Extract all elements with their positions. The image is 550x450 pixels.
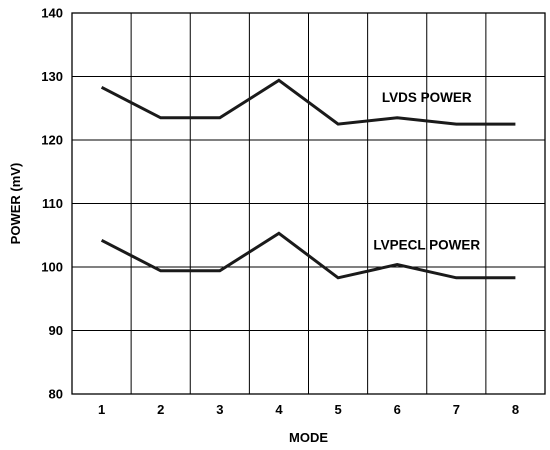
- series-line-0: [100, 78, 516, 126]
- x-axis-title: MODE: [289, 430, 328, 445]
- plot-area-frame: [71, 12, 546, 395]
- grid: [72, 13, 545, 394]
- x-tick-label: 5: [334, 402, 341, 417]
- series-line-1: [100, 231, 516, 280]
- x-tick-label: 2: [157, 402, 164, 417]
- x-tick-label: 7: [453, 402, 460, 417]
- y-tick-label: 140: [41, 6, 63, 21]
- series-lines: [100, 78, 516, 280]
- tick-labels: 80 90 100 110 120 130 140 1 2 3 4 5 6 7 8: [41, 6, 519, 418]
- x-tick-label: 4: [275, 402, 283, 417]
- x-tick-label: 1: [98, 402, 105, 417]
- y-tick-label: 80: [49, 387, 63, 402]
- y-tick-label: 120: [41, 133, 63, 148]
- y-tick-label: 100: [41, 260, 63, 275]
- series-label: LVPECL POWER: [373, 237, 480, 252]
- y-tick-label: 90: [49, 323, 63, 338]
- series-label: LVDS POWER: [382, 90, 472, 105]
- x-tick-label: 8: [512, 402, 519, 417]
- y-axis-title: POWER (mV): [8, 163, 23, 245]
- x-tick-label: 6: [394, 402, 401, 417]
- y-tick-label: 130: [41, 69, 63, 84]
- y-tick-label: 110: [42, 196, 63, 211]
- series-labels: LVDS POWER LVPECL POWER: [373, 90, 480, 253]
- x-tick-label: 3: [216, 402, 223, 417]
